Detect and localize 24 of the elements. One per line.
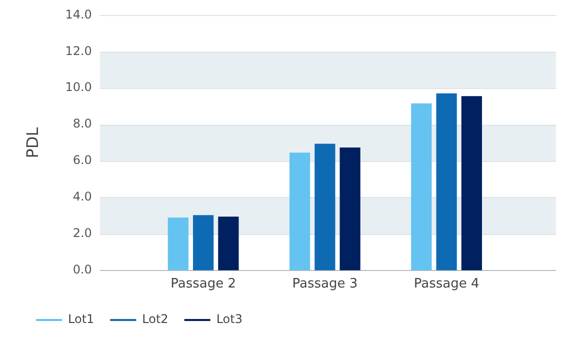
bar — [436, 93, 457, 270]
legend-label: Lot3 — [216, 312, 242, 326]
y-tick-label: 12.0 — [65, 44, 92, 58]
y-tick-label: 2.0 — [72, 226, 92, 240]
y-tick-label: 0.0 — [72, 262, 92, 277]
bar — [340, 148, 360, 270]
bar — [411, 103, 432, 270]
bar — [289, 152, 310, 270]
x-tick-label: Passage 3 — [292, 276, 358, 292]
y-tick-label: 8.0 — [72, 116, 92, 131]
bar — [314, 144, 336, 270]
bar — [168, 218, 188, 270]
bar — [218, 216, 239, 270]
legend-label: Lot2 — [142, 312, 168, 326]
y-tick-label: 6.0 — [72, 153, 92, 168]
x-tick-label: Passage 4 — [414, 276, 480, 292]
y-tick-label: 10.0 — [65, 80, 92, 94]
bar — [192, 215, 214, 270]
bar — [461, 96, 482, 270]
y-tick-label: 4.0 — [72, 190, 92, 204]
y-axis-title: PDL — [22, 127, 42, 158]
legend-label: Lot1 — [68, 312, 94, 326]
y-tick-label: 14.0 — [65, 7, 92, 22]
x-tick-label: Passage 2 — [170, 276, 236, 292]
